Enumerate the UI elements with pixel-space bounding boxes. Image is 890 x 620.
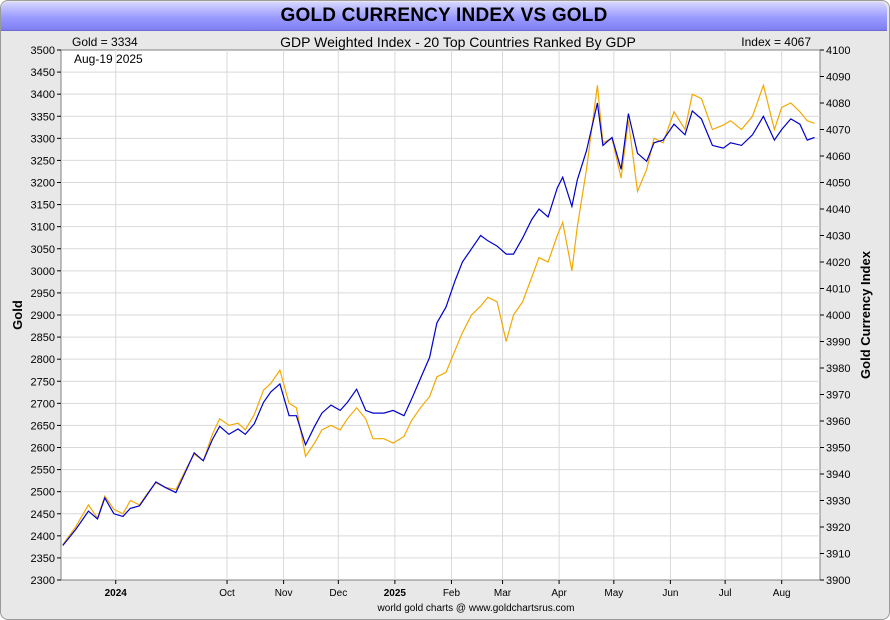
x-axis-ticks: 2024 Oct Nov Dec 2025 Feb Mar Apr May Jun Jul Aug [105,580,791,599]
right-tick-label: 3970 [826,390,850,402]
right-tick-label: 4070 [826,125,850,137]
right-tick-label: 3980 [826,363,850,375]
right-tick-label: 4050 [826,178,850,190]
right-tick-label: 3940 [826,469,850,481]
x-tick-label: May [604,588,623,599]
left-tick-label: 3150 [31,200,55,212]
right-tick-label: 4020 [826,257,850,269]
left-tick-label: 2350 [31,553,55,565]
x-tick-label: 2024 [105,588,128,599]
right-tick-label: 4040 [826,204,850,216]
left-tick-label: 2400 [31,531,55,543]
right-axis-ticks: 3900 3910 3920 3930 3940 3950 3960 3970 3980 3990… [820,45,850,587]
left-tick-label: 2500 [31,487,55,499]
right-axis-title: Gold Currency Index [858,250,873,379]
left-tick-label: 2850 [31,332,55,344]
gridlines [61,50,820,580]
left-tick-label: 2900 [31,310,55,322]
gold-currency-index-line [62,102,815,546]
left-tick-label: 3500 [31,45,55,57]
left-tick-label: 3100 [31,222,55,234]
left-tick-label: 2950 [31,288,55,300]
x-tick-label: Aug [773,588,791,599]
x-tick-label: Jun [662,588,678,599]
x-tick-label: Oct [219,588,235,599]
left-tick-label: 2800 [31,354,55,366]
left-tick-label: 2600 [31,443,55,455]
left-tick-label: 2300 [31,575,55,587]
right-tick-label: 3990 [826,337,850,349]
chart-title: GOLD CURRENCY INDEX VS GOLD [280,5,608,26]
right-tick-label: 4060 [826,151,850,163]
right-tick-label: 4030 [826,231,850,243]
right-tick-label: 4090 [826,72,850,84]
x-tick-label: Jul [719,588,732,599]
x-tick-label: Dec [329,588,347,599]
left-tick-label: 3350 [31,111,55,123]
x-tick-label: Nov [275,588,293,599]
left-tick-label: 2650 [31,420,55,432]
left-tick-label: 3050 [31,244,55,256]
left-tick-label: 3000 [31,266,55,278]
chart-subtitle: GDP Weighted Index - 20 Top Countries Ra… [280,34,636,50]
index-readout: Index = 4067 [741,35,811,49]
x-tick-label: Feb [443,588,461,599]
x-tick-label: Mar [494,588,512,599]
left-tick-label: 3250 [31,155,55,167]
left-tick-label: 2700 [31,398,55,410]
date-label: Aug-19 2025 [74,52,143,66]
left-tick-label: 3450 [31,67,55,79]
right-tick-label: 3930 [826,496,850,508]
gold-price-line [62,83,815,546]
right-tick-label: 3910 [826,549,850,561]
left-tick-label: 2450 [31,509,55,521]
x-tick-label: Apr [551,588,567,599]
gold-readout: Gold = 3334 [72,35,138,49]
right-tick-label: 4000 [826,310,850,322]
left-axis-title: Gold [10,300,25,330]
right-tick-label: 3950 [826,443,850,455]
right-tick-label: 4100 [826,45,850,57]
left-tick-label: 2750 [31,376,55,388]
right-tick-label: 3920 [826,522,850,534]
right-tick-label: 3960 [826,416,850,428]
left-axis-ticks: 2300 2350 2400 2450 2500 2550 2600 2650 2700 2750… [31,45,61,587]
left-tick-label: 3200 [31,178,55,190]
right-tick-label: 4010 [826,284,850,296]
left-tick-label: 3300 [31,133,55,145]
credit-text: world gold charts @ www.goldchartsrus.co… [377,603,575,614]
left-tick-label: 3400 [31,89,55,101]
right-tick-label: 4080 [826,98,850,110]
left-tick-label: 2550 [31,465,55,477]
x-tick-label: 2025 [384,588,407,599]
right-tick-label: 3900 [826,575,850,587]
title-bar: GOLD CURRENCY INDEX VS GOLD [1,2,887,31]
